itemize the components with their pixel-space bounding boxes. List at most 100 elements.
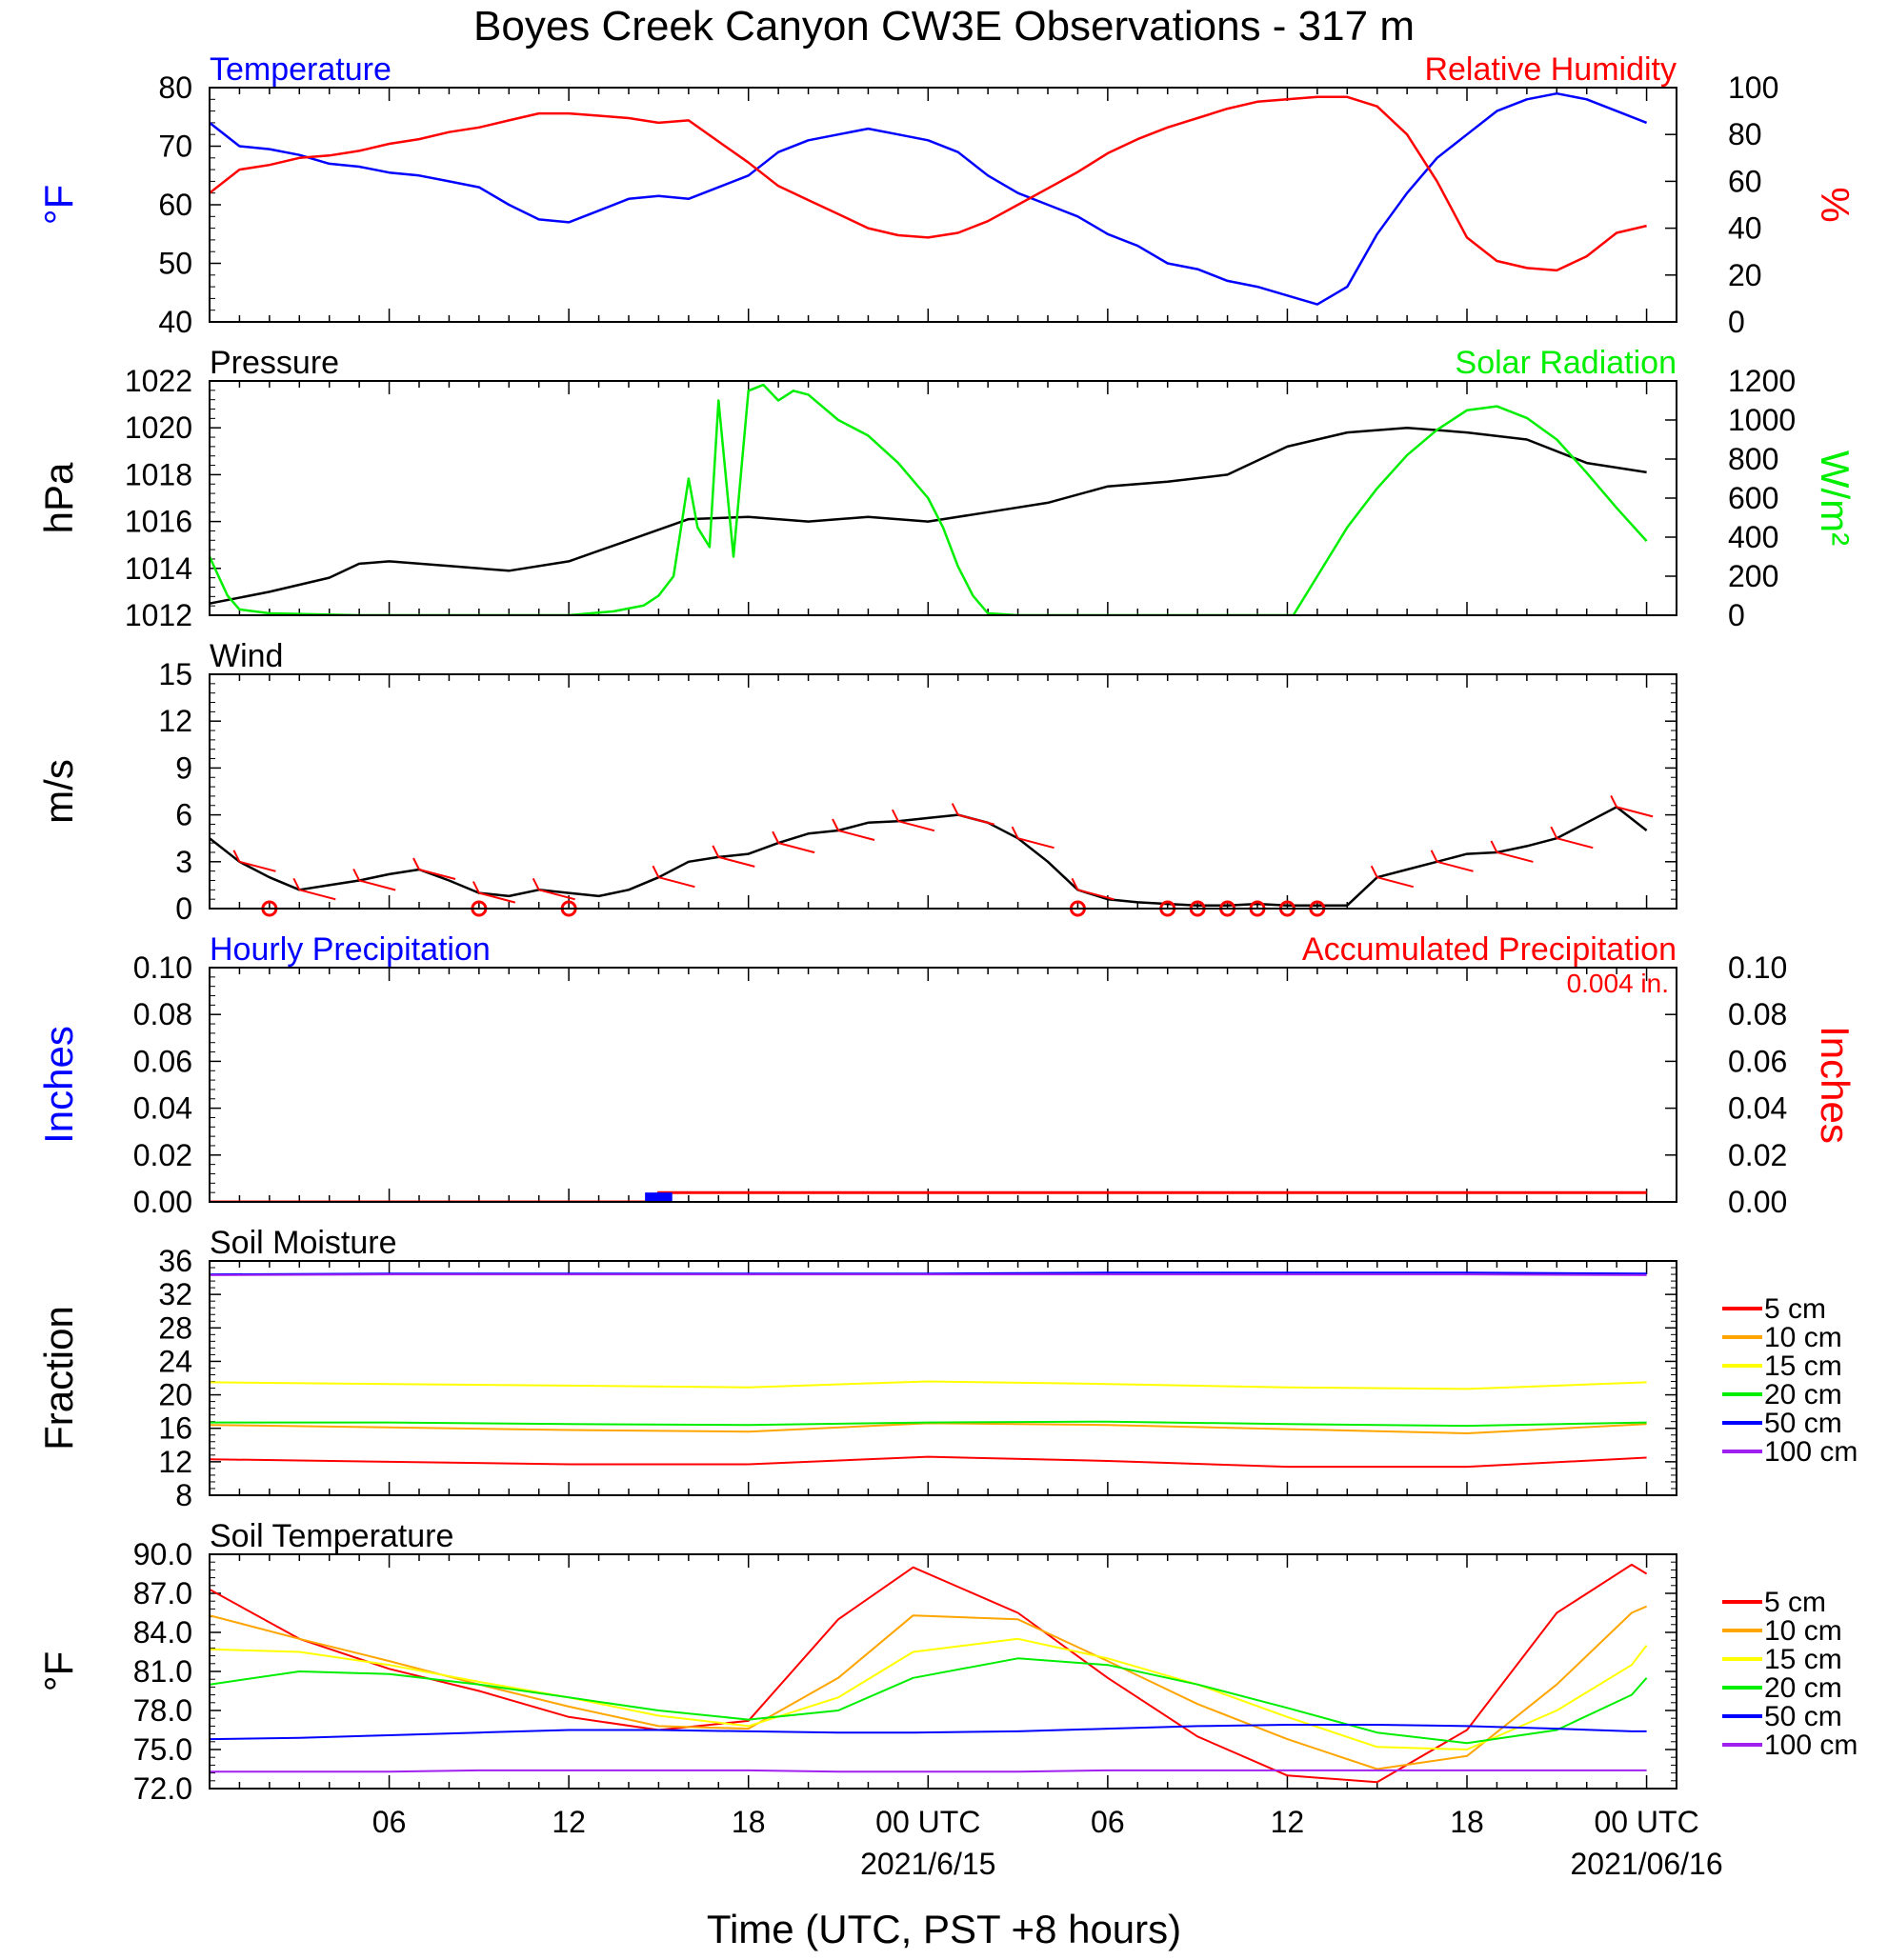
wind-barb [1376,876,1414,889]
y-axis-label-left: Inches [36,1026,81,1144]
legend-label: 10 cm [1764,1322,1842,1353]
y-tick-label-right: 0.08 [1728,997,1787,1031]
y-tick-label-left: 32 [158,1277,192,1311]
panel-soil_temperature: 72.0 75.0 78.0 81.0 84.0 87.0 90.0 Soil Tempera… [36,1518,1858,1881]
y-tick-label-right: 0.06 [1728,1044,1787,1078]
y-tick-label-left: 78.0 [133,1693,192,1728]
y-tick-label-right: 0.04 [1728,1091,1787,1126]
y-tick-label-left: 0.00 [133,1185,192,1219]
y-tick-label-right: 20 [1728,258,1762,292]
y-axis-label-left: °F [36,1651,81,1691]
wind-barb [1077,889,1115,901]
x-tick-label: 00 UTC [1594,1805,1698,1839]
panel-title-left: Wind [210,638,283,674]
x-tick-label: 00 UTC [875,1805,980,1839]
wind-barb-flag [832,818,839,831]
y-tick-label-right: 100 [1728,70,1778,105]
y-tick-label-right: 40 [1728,211,1762,246]
series-line-10-cm [210,1605,1647,1770]
x-tick-label: 06 [372,1805,407,1839]
data-layer [210,383,1648,615]
series-line-pressure [210,426,1647,605]
wind-barb-flag [1071,877,1079,890]
y-tick-label-left: 0.08 [133,997,192,1031]
wind-barb [418,869,456,880]
wind-barb-flag [1550,826,1558,839]
y-tick-label-left: 80 [158,70,192,105]
series-line-5-cm [210,1455,1647,1469]
plot-frame [209,380,1677,616]
x-tick-label: 18 [1450,1805,1484,1839]
panel-title-left: Temperature [210,51,392,88]
y-tick-label-left: 0.10 [133,950,192,985]
panel-precip: 0.00 0.02 0.04 0.06 0.08 0.10 0.00 0.02 0.04 0.06… [36,931,1858,1219]
plot-frame [209,1553,1677,1790]
series-line-solar-radiation [210,383,1648,615]
wind-barb [957,813,994,826]
panel-title-right: Solar Radiation [1456,345,1677,381]
wind-barb-flag [412,857,420,870]
hourly-precip-bar [656,1192,673,1202]
y-tick-label-left: 15 [158,657,192,691]
y-tick-label-right: 60 [1728,164,1762,198]
wind-barb [538,889,575,901]
y-tick-label-left: 12 [158,704,192,738]
y-axis-label-right: W/m² [1813,450,1858,546]
legend-label: 50 cm [1764,1408,1842,1439]
series-line-50-cm [210,1724,1647,1741]
y-tick-label-right: 0.00 [1728,1185,1787,1219]
y-tick-label-left: 75.0 [133,1732,192,1767]
y-tick-label-right: 600 [1728,481,1778,515]
panel-title-left: Soil Moisture [210,1225,397,1261]
legend-label: 15 cm [1764,1350,1842,1382]
y-tick-label-left: 50 [158,247,192,281]
y-tick-label-left: 1018 [125,457,192,491]
panel-title-left: Soil Temperature [210,1518,453,1554]
y-axis-label-left: °F [36,185,81,225]
y-tick-label-right: 0 [1728,305,1745,339]
y-tick-label-right: 1000 [1728,403,1796,437]
y-tick-label-left: 6 [175,798,192,832]
hourly-precip-bar [645,1192,661,1202]
legend-label: 5 cm [1764,1293,1826,1325]
wind-barb-flag [292,877,301,890]
y-tick-label-left: 90.0 [133,1537,192,1571]
y-tick-label-right: 200 [1728,559,1778,593]
y-tick-label-left: 12 [158,1445,192,1479]
series-line-20-cm [210,1420,1647,1428]
legend-label: 10 cm [1764,1615,1842,1647]
wind-barb-flag [891,809,899,822]
y-tick-label-left: 81.0 [133,1654,192,1689]
panel-title-right: Accumulated Precipitation [1302,931,1677,968]
y-tick-label-left: 72.0 [133,1771,192,1806]
y-tick-label-right: 0.02 [1728,1138,1787,1172]
wind-barb-flag [232,850,241,863]
panel-title-left: Hourly Precipitation [210,931,491,968]
wind-barb-flag [1430,850,1438,863]
y-axis-label-right: Inches [1813,1026,1858,1144]
series-line-wind [210,806,1648,907]
y-tick-label-right: 400 [1728,520,1778,554]
plot-frame [209,87,1677,323]
wind-barb-flag [532,877,540,890]
legend-label: 100 cm [1764,1730,1858,1761]
wind-barb [1436,860,1474,872]
series-line-temperature [210,91,1648,306]
legend-label: 100 cm [1764,1436,1858,1468]
wind-barb [1616,806,1654,818]
y-tick-label-right: 80 [1728,117,1762,151]
panel-pressure_solar: 1012 1014 1016 1018 1020 1022 0 200 400 600 800 100… [36,345,1858,632]
series-line-100-cm [210,1769,1647,1773]
wind-barb [658,876,695,889]
x-tick-date-label: 2021/6/15 [860,1847,995,1881]
figure-title: Boyes Creek Canyon CW3E Observations - 3… [473,3,1415,50]
y-tick-label-left: 87.0 [133,1576,192,1610]
y-tick-label-left: 36 [158,1244,192,1278]
wind-barb-flag [951,803,959,816]
wind-barb-flag [652,865,660,878]
panel-title-left: Pressure [210,345,339,381]
